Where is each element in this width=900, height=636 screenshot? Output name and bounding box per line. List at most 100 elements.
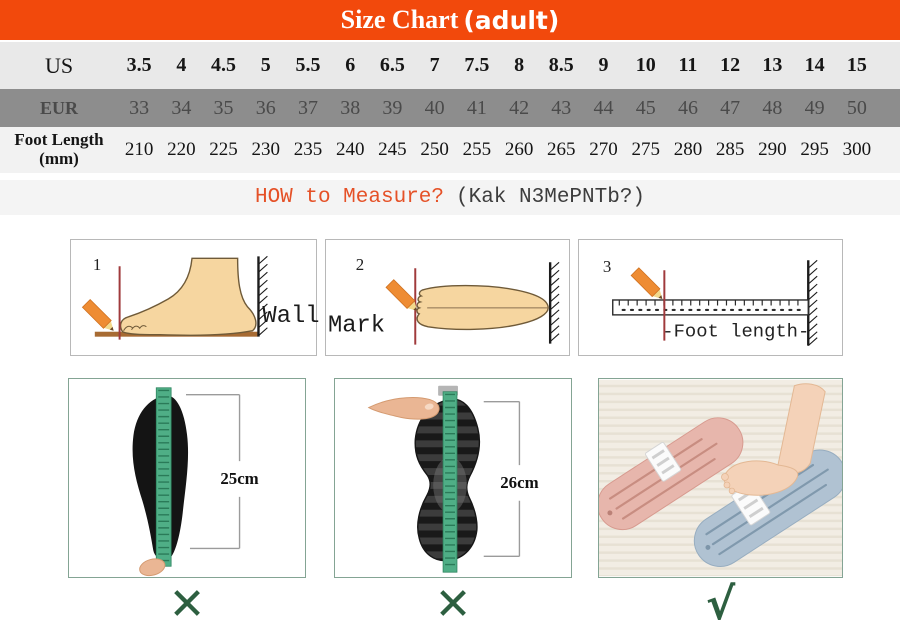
size-value: 41 [466,96,487,119]
size-value: 290 [758,139,787,160]
size-value: 265 [547,139,576,160]
foot-on-device [723,460,799,496]
fingertip [139,558,166,577]
measuring-tape [155,387,172,567]
size-value: 40 [424,96,445,119]
measurement-bracket [483,400,521,558]
size-value: 9 [598,54,609,76]
measuring-tape [442,391,458,573]
size-value: 48 [762,96,783,119]
row-values: 33 34 35 36 37 38 39 40 41 42 43 44 45 46 47 48 49 50 [118,97,900,120]
measurement-label: 25cm [220,469,258,488]
size-value: 8 [514,54,525,76]
wall-hatching [258,255,268,337]
step-number: 1 [93,255,101,274]
size-value: 250 [420,139,449,160]
wrong-mark-icon: ✕ [434,579,472,630]
mark-label: Mark [328,313,385,340]
size-value: 235 [293,139,323,160]
size-value: 230 [251,139,281,160]
size-value: 8.5 [548,54,574,76]
size-value: 15 [846,54,867,76]
pencil-icon [81,298,114,331]
banner: Size Chart (adult) [0,0,900,40]
size-row-foot-length: Foot Length (mm) 210 220 225 230 235 240 245 250 2… [0,127,900,173]
measurement-label: 26cm [500,473,538,492]
how-to-measure-translation: (Kak N3MePNTb?) [456,186,646,209]
row-label: Foot Length (mm) [14,130,104,168]
size-row-eur: EUR 33 34 35 36 37 38 39 40 41 42 43 44 45 46 47 48 49 50 [0,89,900,127]
example-panel-insole: 25cm [68,378,306,578]
foot-side-shape [119,257,257,336]
foot-side-view-against-wall-icon: 1 Wall [81,255,320,340]
example-outsole: 26cm ✕ [334,378,572,632]
measure-examples: 25cm ✕ [68,378,900,632]
size-row-us: US 3.5 4 4.5 5 5.5 6 6.5 7 7.5 8 8.5 9 10 11 12 13 14 15 [0,42,900,89]
how-to-measure-title: HOW to Measure? [254,186,444,209]
size-value: 6.5 [379,54,405,76]
finger [367,397,440,420]
size-value: 295 [800,139,829,160]
size-value: 36 [255,96,276,119]
toe-lines [123,325,147,331]
size-value: 35 [213,96,234,119]
toe [721,473,729,481]
pencil-icon [385,279,418,311]
size-value: 210 [124,139,154,160]
example-panel-outsole: 26cm [334,378,572,578]
size-value: 220 [167,139,196,160]
banner-title: Size Chart [340,5,459,34]
correct-mark-icon: √ [705,579,736,630]
row-values: 3.5 4 4.5 5 5.5 6 6.5 7 7.5 8 8.5 9 10 11 12 13 14 15 [118,54,900,77]
fingernail [424,403,434,410]
size-value: 12 [720,54,741,76]
size-value: 6 [345,54,356,76]
row-label: EUR [39,97,78,118]
wall-hatching [549,261,560,343]
size-value: 280 [673,139,703,160]
banner-subtitle: (adult) [463,5,560,35]
foot-length-label: -Foot length- [662,321,809,343]
size-value: 225 [209,139,238,160]
how-to-measure-band: HOW to Measure? (Kak N3MePNTb?) [0,180,900,215]
size-value: 3.5 [126,54,152,76]
size-value: 245 [378,139,407,160]
size-value: 47 [720,96,741,119]
example-panel-device [598,378,843,578]
size-value: 300 [842,139,872,160]
step-panel-2: 2 Mark [325,239,570,356]
size-value: 5.5 [295,54,321,76]
ruler [612,299,809,316]
pink-measuring-device [599,417,744,531]
toe [723,481,731,489]
size-value: 44 [593,96,614,119]
size-value: 13 [762,54,783,76]
foot-measuring-device-photo [599,379,842,577]
pencil-icon [630,267,663,299]
size-value: 43 [551,96,572,119]
step-panel-1: 1 Wall [70,239,320,356]
example-measuring-device: √ [598,378,843,632]
size-value: 38 [340,96,361,119]
foot-top-view-mark-icon: 2 Mark [328,255,560,345]
outsole-with-tape-icon: 26cm [367,385,539,573]
insole-with-tape-icon: 25cm [132,387,259,577]
step-number: 3 [603,257,611,276]
size-value: 49 [804,96,825,119]
size-value: 34 [171,96,192,119]
size-value: 7 [429,54,440,76]
toe [728,487,736,495]
size-value: 270 [589,139,618,160]
size-value: 240 [335,139,365,160]
size-value: 285 [715,139,745,160]
measurement-bracket [186,394,241,550]
size-value: 4 [176,54,187,76]
ruler-foot-length-icon: 3 -Foot length- [603,257,818,347]
step-panel-3: 3 -Foot length- [578,239,843,356]
size-value: 37 [297,96,318,119]
size-value: 33 [129,96,150,119]
wrong-mark-icon: ✕ [168,579,206,630]
size-value: 4.5 [211,54,237,76]
example-insole: 25cm ✕ [68,378,306,632]
